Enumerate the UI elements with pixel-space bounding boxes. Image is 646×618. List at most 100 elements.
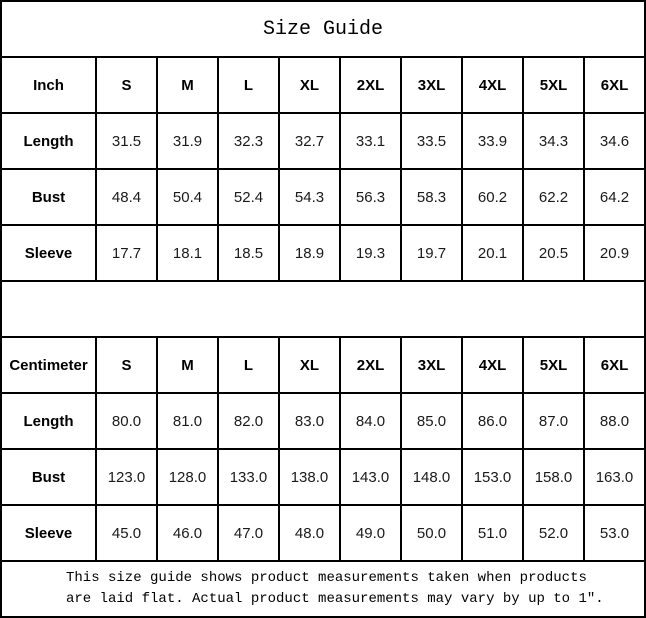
measurement-cell: 51.0 — [461, 504, 524, 562]
row-label: Sleeve — [0, 504, 97, 562]
measurement-cell: 46.0 — [156, 504, 219, 562]
row-label: Length — [0, 112, 97, 170]
measurement-cell: 153.0 — [461, 448, 524, 506]
measurement-cell: 31.5 — [95, 112, 158, 170]
measurement-cell: 85.0 — [400, 392, 463, 450]
size-header-row: Inch S M L XL 2XL 3XL 4XL 5XL 6XL — [0, 56, 646, 114]
measurement-cell: 34.6 — [583, 112, 646, 170]
measurement-cell: 33.9 — [461, 112, 524, 170]
page-title: Size Guide — [0, 0, 646, 58]
size-column-header: 6XL — [583, 336, 646, 394]
measurement-cell: 33.5 — [400, 112, 463, 170]
measurement-cell: 33.1 — [339, 112, 402, 170]
size-column-header: 4XL — [461, 56, 524, 114]
measurement-cell: 133.0 — [217, 448, 280, 506]
measurement-cell: 62.2 — [522, 168, 585, 226]
measurement-cell: 128.0 — [156, 448, 219, 506]
title-section: Size Guide — [0, 0, 646, 58]
measurement-cell: 88.0 — [583, 392, 646, 450]
measurement-cell: 52.0 — [522, 504, 585, 562]
measurement-cell: 53.0 — [583, 504, 646, 562]
measurement-cell: 60.2 — [461, 168, 524, 226]
measurement-cell: 50.0 — [400, 504, 463, 562]
measurement-cell: 148.0 — [400, 448, 463, 506]
measurement-cell: 17.7 — [95, 224, 158, 282]
footer-row: This size guide shows product measuremen… — [0, 560, 646, 618]
measurement-cell: 18.5 — [217, 224, 280, 282]
measurement-cell: 81.0 — [156, 392, 219, 450]
measurement-cell: 19.3 — [339, 224, 402, 282]
row-label: Bust — [0, 448, 97, 506]
measurement-cell: 64.2 — [583, 168, 646, 226]
measurement-cell: 54.3 — [278, 168, 341, 226]
measurement-cell: 31.9 — [156, 112, 219, 170]
unit-header: Centimeter — [0, 336, 97, 394]
row-label: Sleeve — [0, 224, 97, 282]
measurement-cell: 34.3 — [522, 112, 585, 170]
size-column-header: M — [156, 336, 219, 394]
measurement-cell: 32.7 — [278, 112, 341, 170]
size-column-header: 3XL — [400, 336, 463, 394]
measurement-cell: 20.1 — [461, 224, 524, 282]
measurement-cell: 80.0 — [95, 392, 158, 450]
table-row: Length 31.5 31.9 32.3 32.7 33.1 33.5 33.9 34.3 34… — [0, 112, 646, 170]
footer-note-cell: This size guide shows product measuremen… — [0, 560, 646, 618]
measurement-cell: 83.0 — [278, 392, 341, 450]
inch-table-body: Inch S M L XL 2XL 3XL 4XL 5XL 6XL Length 31.5 31.9 32… — [0, 56, 646, 282]
size-column-header: S — [95, 56, 158, 114]
footer-note-line-2: are laid flat. Actual product measuremen… — [66, 591, 604, 607]
measurement-cell: 58.3 — [400, 168, 463, 226]
size-column-header: S — [95, 336, 158, 394]
measurement-cell: 123.0 — [95, 448, 158, 506]
measurement-cell: 86.0 — [461, 392, 524, 450]
measurement-cell: 47.0 — [217, 504, 280, 562]
measurement-cell: 158.0 — [522, 448, 585, 506]
size-column-header: L — [217, 56, 280, 114]
table-row: Bust 123.0 128.0 133.0 138.0 143.0 148.0 153.0 1… — [0, 448, 646, 506]
measurement-cell: 52.4 — [217, 168, 280, 226]
footer-note: This size guide shows product measuremen… — [66, 568, 604, 610]
measurement-cell: 82.0 — [217, 392, 280, 450]
table-row: Length 80.0 81.0 82.0 83.0 84.0 85.0 86.0 87.0 88… — [0, 392, 646, 450]
size-column-header: L — [217, 336, 280, 394]
measurement-cell: 19.7 — [400, 224, 463, 282]
measurement-cell: 87.0 — [522, 392, 585, 450]
measurement-cell: 49.0 — [339, 504, 402, 562]
size-column-header: M — [156, 56, 219, 114]
size-column-header: XL — [278, 336, 341, 394]
table-row: Sleeve 17.7 18.1 18.5 18.9 19.3 19.7 20.1 20.5 20… — [0, 224, 646, 282]
size-column-header: 3XL — [400, 56, 463, 114]
unit-header: Inch — [0, 56, 97, 114]
centimeter-table-body: Centimeter S M L XL 2XL 3XL 4XL 5XL 6XL Length 80.0… — [0, 336, 646, 562]
footer-note-line-1: This size guide shows product measuremen… — [66, 570, 587, 586]
row-label: Length — [0, 392, 97, 450]
size-column-header: 2XL — [339, 336, 402, 394]
measurement-cell: 18.1 — [156, 224, 219, 282]
spacer-section — [0, 280, 646, 338]
size-column-header: 5XL — [522, 336, 585, 394]
measurement-cell: 50.4 — [156, 168, 219, 226]
measurement-cell: 48.0 — [278, 504, 341, 562]
title-row: Size Guide — [0, 0, 646, 58]
measurement-cell: 32.3 — [217, 112, 280, 170]
size-column-header: 4XL — [461, 336, 524, 394]
size-column-header: 6XL — [583, 56, 646, 114]
table-row: Sleeve 45.0 46.0 47.0 48.0 49.0 50.0 51.0 52.0 53… — [0, 504, 646, 562]
size-column-header: 5XL — [522, 56, 585, 114]
size-header-row: Centimeter S M L XL 2XL 3XL 4XL 5XL 6XL — [0, 336, 646, 394]
table-spacer-row — [0, 280, 646, 338]
measurement-cell: 20.9 — [583, 224, 646, 282]
measurement-cell: 48.4 — [95, 168, 158, 226]
measurement-cell: 84.0 — [339, 392, 402, 450]
measurement-cell: 138.0 — [278, 448, 341, 506]
row-label: Bust — [0, 168, 97, 226]
table-row: Bust 48.4 50.4 52.4 54.3 56.3 58.3 60.2 62.2 64.2 — [0, 168, 646, 226]
footer-section: This size guide shows product measuremen… — [0, 560, 646, 618]
size-column-header: 2XL — [339, 56, 402, 114]
measurement-cell: 18.9 — [278, 224, 341, 282]
measurement-cell: 163.0 — [583, 448, 646, 506]
measurement-cell: 20.5 — [522, 224, 585, 282]
measurement-cell: 143.0 — [339, 448, 402, 506]
measurement-cell: 56.3 — [339, 168, 402, 226]
